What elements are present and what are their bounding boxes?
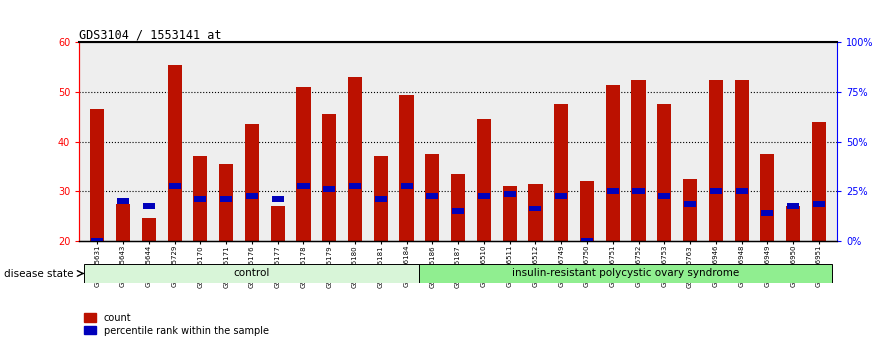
Bar — [271, 196, 284, 201]
Bar — [502, 186, 517, 241]
Bar — [348, 77, 362, 241]
Bar — [580, 181, 594, 241]
Bar — [168, 183, 181, 189]
Text: disease state: disease state — [4, 269, 74, 279]
Bar — [143, 203, 155, 209]
Bar — [452, 208, 464, 214]
Bar — [85, 264, 419, 283]
Bar — [555, 193, 567, 199]
Bar — [401, 183, 412, 189]
Bar — [529, 184, 543, 241]
Bar — [349, 183, 361, 189]
Bar — [633, 188, 645, 194]
Bar — [298, 183, 309, 189]
Bar — [296, 87, 311, 241]
Bar — [683, 179, 697, 241]
Bar — [605, 85, 620, 241]
Bar — [374, 156, 388, 241]
Bar — [607, 188, 618, 194]
Bar — [786, 206, 800, 241]
Bar — [116, 204, 130, 241]
Bar — [735, 80, 749, 241]
Bar — [220, 196, 233, 201]
Bar — [426, 193, 439, 199]
Bar — [142, 218, 156, 241]
Bar — [117, 198, 130, 204]
Bar — [167, 65, 181, 241]
Text: GDS3104 / 1553141_at: GDS3104 / 1553141_at — [79, 28, 222, 41]
Text: insulin-resistant polycystic ovary syndrome: insulin-resistant polycystic ovary syndr… — [512, 268, 739, 279]
Bar — [245, 124, 259, 241]
Bar — [710, 188, 722, 194]
Bar — [399, 95, 414, 241]
Bar — [246, 193, 258, 199]
Bar — [787, 203, 799, 209]
Bar — [554, 104, 568, 241]
Bar — [478, 193, 490, 199]
Bar — [323, 186, 336, 192]
Text: control: control — [233, 268, 270, 279]
Bar — [657, 104, 671, 241]
Bar — [760, 154, 774, 241]
Bar — [761, 211, 774, 216]
Bar — [270, 206, 285, 241]
Legend: count, percentile rank within the sample: count, percentile rank within the sample — [85, 313, 269, 336]
Bar — [90, 109, 105, 241]
Bar — [219, 164, 233, 241]
Bar — [195, 196, 206, 201]
Bar — [322, 114, 337, 241]
Bar — [529, 206, 542, 211]
Bar — [632, 80, 646, 241]
Bar — [658, 193, 670, 199]
Bar — [581, 238, 593, 244]
Bar — [419, 264, 832, 283]
Bar — [477, 119, 491, 241]
Bar — [736, 188, 748, 194]
Bar — [813, 201, 825, 206]
Bar — [426, 154, 440, 241]
Bar — [92, 238, 103, 244]
Bar — [684, 201, 696, 206]
Bar — [811, 122, 826, 241]
Bar — [451, 174, 465, 241]
Bar — [708, 80, 723, 241]
Bar — [504, 191, 515, 196]
Bar — [193, 156, 208, 241]
Bar — [374, 196, 387, 201]
